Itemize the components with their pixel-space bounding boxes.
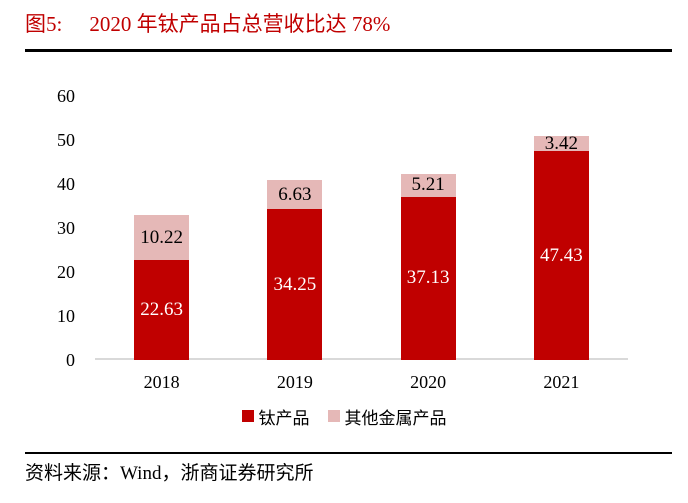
bar-value-label: 47.43 xyxy=(540,244,583,266)
y-axis-tick-label: 10 xyxy=(57,306,75,326)
top-divider xyxy=(25,49,672,52)
y-axis-tick-label: 60 xyxy=(57,86,75,106)
x-axis-category-label: 2019 xyxy=(276,372,313,392)
bar-segment-titanium: 22.63 xyxy=(134,260,190,360)
y-axis-tick-label: 20 xyxy=(57,262,75,282)
source-note: 资料来源：Wind，浙商证券研究所 xyxy=(25,463,314,484)
legend-item: 其他金属产品 xyxy=(327,404,447,429)
bar-value-label: 3.42 xyxy=(544,132,578,154)
x-axis-category-label: 2018 xyxy=(143,372,180,392)
bar-value-label: 6.63 xyxy=(278,183,312,205)
y-axis-tick-label: 40 xyxy=(57,174,75,194)
bar-value-label: 22.63 xyxy=(140,299,183,321)
y-axis-tick-label: 30 xyxy=(57,218,75,238)
legend-item: 钛产品 xyxy=(241,404,310,429)
bar-segment-other-metal: 10.22 xyxy=(134,215,190,261)
bar-value-label: 37.13 xyxy=(406,267,450,289)
chart-legend: 钛产品 其他金属产品 xyxy=(0,404,688,429)
legend-swatch-icon xyxy=(241,410,254,422)
bar-segment-other-metal: 3.42 xyxy=(533,132,589,154)
x-axis-category-label: 2021 xyxy=(543,372,580,392)
figure-number-label: 图5: xyxy=(25,12,63,36)
bar-segment-other-metal: 6.63 xyxy=(267,180,323,210)
bar-segment-other-metal: 5.21 xyxy=(400,173,456,197)
y-axis-tick-label: 50 xyxy=(57,130,75,150)
bar-value-label: 10.22 xyxy=(140,226,183,248)
bar-value-label: 34.25 xyxy=(273,273,317,295)
x-axis-category-label: 2020 xyxy=(410,372,447,392)
x-axis-line xyxy=(95,358,628,360)
legend-swatch-icon xyxy=(327,410,340,422)
bar-segment-titanium: 47.43 xyxy=(533,151,589,360)
figure-title: 2020 年钛产品占总营收比达 78% xyxy=(89,12,391,36)
figure-title-row: 图5: 2020 年钛产品占总营收比达 78% xyxy=(25,10,390,38)
bar-value-label: 5.21 xyxy=(411,174,445,196)
legend-label: 其他金属产品 xyxy=(344,408,447,428)
bar-segment-titanium: 37.13 xyxy=(400,196,456,360)
legend-label: 钛产品 xyxy=(258,408,310,428)
bottom-divider xyxy=(25,452,672,454)
y-axis-tick-label: 0 xyxy=(66,350,75,370)
bar-segment-titanium: 34.25 xyxy=(267,209,323,360)
